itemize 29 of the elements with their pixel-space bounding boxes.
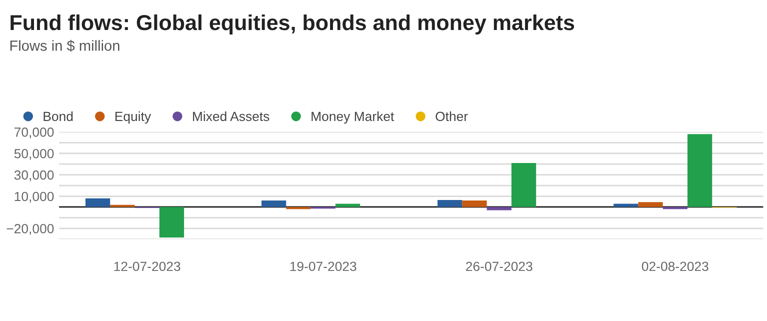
y-tick-label: 70,000 [14,128,54,138]
bar [462,200,487,207]
bar [159,206,184,238]
legend-label: Money Market [312,111,394,124]
bar [438,200,462,207]
chart-subtitle: Flows in $ million [10,40,120,52]
bar [614,204,638,207]
y-tick-label: 10,000 [14,192,54,203]
bar [662,206,688,210]
bar [486,206,512,210]
bar [638,202,663,207]
legend-label: Bond [44,111,73,122]
x-tick-label: 26-07-2023 [466,262,532,272]
x-tick-label: 02-08-2023 [642,262,708,272]
legend-label: Other [436,111,468,122]
bar [335,204,360,207]
x-tick-label: 19-07-2023 [290,262,356,272]
bar [286,206,311,210]
bar [511,163,536,207]
chart-title: Fund flows: Global equities, bonds and money markets [10,14,574,35]
legend-label: Mixed Assets [193,111,270,122]
y-tick-label: 30,000 [14,170,54,182]
bar [687,134,712,207]
legend-label: Equity [115,111,152,124]
x-tick-label: 12-07-2023 [114,262,180,272]
y-tick-label: −20,000 [6,224,54,235]
bar [85,198,110,207]
y-tick-label: 50,000 [14,148,54,160]
bar [261,200,286,207]
